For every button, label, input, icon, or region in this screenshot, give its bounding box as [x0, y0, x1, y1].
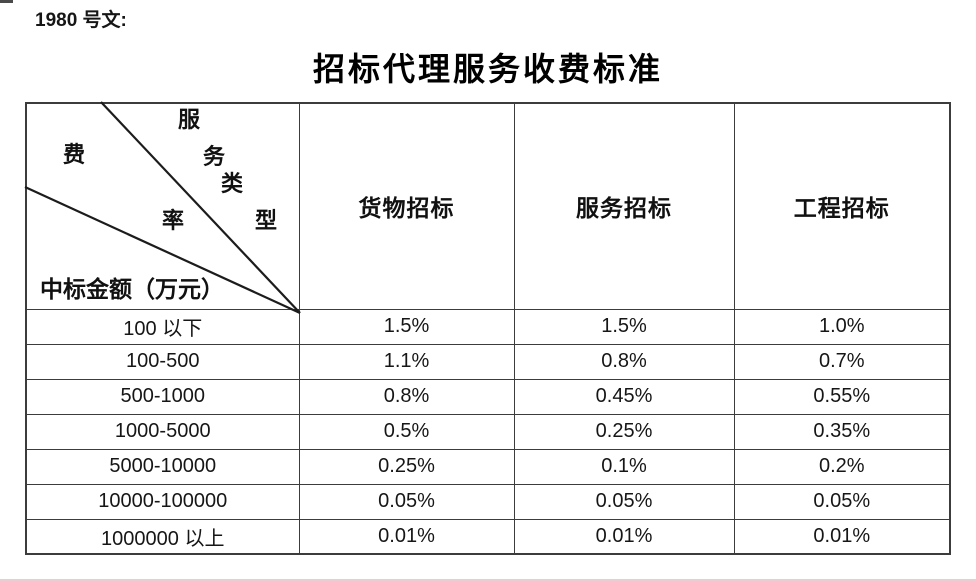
table-header-row: 费 率 服 务 类 型 中标金额（万元） 货物招标 服务招标 工程招标 [24, 101, 951, 315]
corner-char-service-1: 服 [178, 107, 201, 132]
table-row: 10000-100000 0.05% 0.05% 0.05% [25, 483, 951, 520]
amount-axis-label: 中标金额（万元） [40, 277, 224, 302]
fee-value: 0.35% [733, 413, 951, 450]
fee-value: 1.5% [298, 308, 515, 345]
column-header-service: 服务招标 [513, 102, 735, 310]
fee-value: 0.05% [733, 483, 951, 520]
fee-value: 0.05% [298, 483, 515, 520]
row-label: 100-500 [25, 343, 300, 380]
fee-value: 0.05% [513, 483, 735, 520]
diagonal-line-lower [24, 185, 301, 315]
fee-value: 0.1% [513, 448, 735, 485]
row-label: 5000-10000 [25, 448, 300, 485]
table-row: 100-500 1.1% 0.8% 0.7% [25, 343, 951, 380]
corner-char-service-2: 务 [203, 144, 226, 169]
corner-char-fee-1: 费 [63, 142, 86, 167]
row-label: 500-1000 [25, 378, 300, 415]
fee-value: 0.45% [513, 378, 735, 415]
fee-value: 0.25% [513, 413, 735, 450]
fee-value: 1.1% [298, 343, 515, 380]
corner-char-service-3: 类 [221, 171, 244, 196]
fee-value: 0.7% [733, 343, 951, 380]
row-label: 10000-100000 [25, 483, 300, 520]
document-reference: 1980 号文: [35, 10, 127, 31]
fee-value: 0.01% [298, 518, 515, 555]
fee-value: 0.8% [513, 343, 735, 380]
fee-value: 0.01% [513, 518, 735, 555]
table-row: 5000-10000 0.25% 0.1% 0.2% [25, 448, 951, 485]
fee-value: 0.5% [298, 413, 515, 450]
fee-value: 0.01% [733, 518, 951, 555]
fee-value: 1.5% [513, 308, 735, 345]
fee-value: 1.0% [733, 308, 951, 345]
diagonal-line-upper [100, 101, 301, 314]
diagonal-lines [24, 101, 301, 315]
table-row: 500-1000 0.8% 0.45% 0.55% [25, 378, 951, 415]
table-row: 100 以下 1.5% 1.5% 1.0% [25, 308, 951, 345]
diagonal-corner-cell: 费 率 服 务 类 型 中标金额（万元） [24, 101, 301, 315]
corner-char-fee-2: 率 [162, 208, 185, 233]
table-row: 1000000 以上 0.01% 0.01% 0.01% [25, 518, 951, 555]
fee-value: 0.55% [733, 378, 951, 415]
row-label: 1000-5000 [25, 413, 300, 450]
page-corner-artifact [0, 0, 13, 3]
fee-value: 0.25% [298, 448, 515, 485]
row-label: 100 以下 [25, 308, 300, 345]
column-header-engineering: 工程招标 [733, 102, 951, 310]
fee-rate-table: 费 率 服 务 类 型 中标金额（万元） 货物招标 服务招标 工程招标 100 … [24, 101, 951, 555]
column-header-goods: 货物招标 [298, 102, 515, 310]
corner-char-service-4: 型 [255, 208, 278, 233]
page-bottom-edge [0, 579, 976, 581]
row-label: 1000000 以上 [25, 518, 300, 555]
fee-value: 0.2% [733, 448, 951, 485]
page-title: 招标代理服务收费标准 [312, 51, 663, 87]
fee-value: 0.8% [298, 378, 515, 415]
table-row: 1000-5000 0.5% 0.25% 0.35% [25, 413, 951, 450]
